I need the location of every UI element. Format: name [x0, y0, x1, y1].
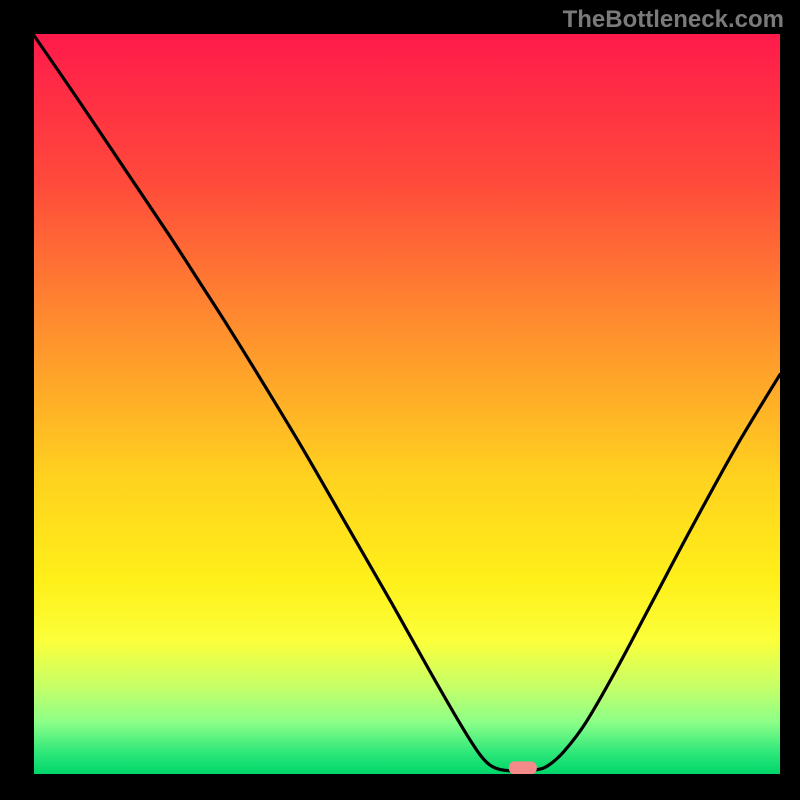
- plot-area: [34, 34, 780, 774]
- watermark-text: TheBottleneck.com: [563, 6, 784, 34]
- bottleneck-curve: [34, 35, 780, 771]
- curve-layer: [34, 34, 780, 774]
- optimum-marker: [508, 761, 536, 774]
